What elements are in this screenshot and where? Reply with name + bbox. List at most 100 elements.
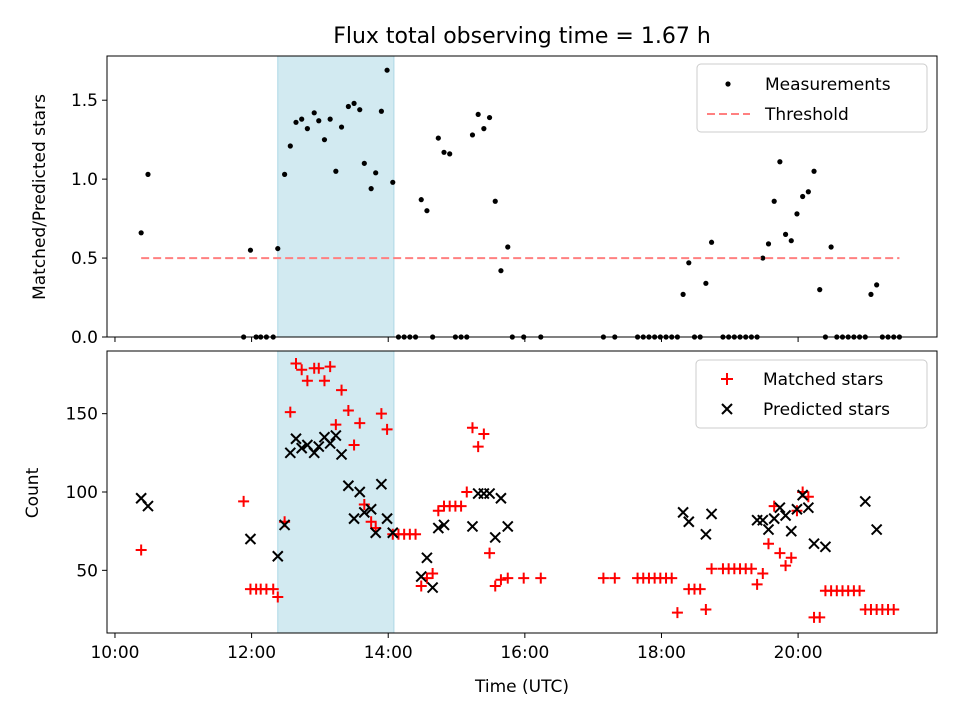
predicted-stars-point xyxy=(335,448,348,461)
predicted-stars-point xyxy=(870,523,883,536)
y-tick-label: 1.0 xyxy=(71,170,98,190)
matched-stars-point xyxy=(466,422,478,434)
legend-label-measurements: Measurements xyxy=(765,75,891,95)
measurements-point xyxy=(805,189,811,195)
measurements-point xyxy=(275,245,281,252)
matched-stars-point xyxy=(135,544,147,556)
bottom-y-axis-label: Count xyxy=(23,467,43,518)
measurements-point xyxy=(475,111,481,118)
predicted-stars-point xyxy=(757,514,769,526)
matched-stars-point xyxy=(284,406,296,418)
predicted-stars-point xyxy=(365,503,377,515)
predicted-stars-point xyxy=(779,509,792,522)
predicted-stars-point xyxy=(502,520,514,533)
measurements-point xyxy=(316,118,322,124)
measurements-point xyxy=(424,208,430,214)
measurements-point xyxy=(145,171,151,177)
matched-stars-point xyxy=(375,408,387,420)
predicted-stars-point xyxy=(466,520,479,533)
matched-stars-point xyxy=(472,441,484,453)
x-tick-label: 18:00 xyxy=(637,643,686,663)
matched-stars-point xyxy=(296,364,308,376)
measurements-point xyxy=(327,116,333,122)
predicted-stars-point xyxy=(705,508,718,520)
measurements-point xyxy=(304,126,310,132)
y-tick-label: 1.5 xyxy=(71,91,98,111)
predicted-stars-point xyxy=(295,442,308,454)
highlight-span xyxy=(277,55,395,338)
predicted-stars-point xyxy=(483,487,496,500)
measurements-point xyxy=(817,287,823,293)
measurements-point xyxy=(418,197,424,203)
matched-stars-point xyxy=(358,499,370,511)
predicted-stars-point xyxy=(859,495,871,508)
measurements-point xyxy=(345,103,351,110)
predicted-stars-point xyxy=(348,512,360,525)
measurements-point xyxy=(708,239,715,245)
matched-stars-point xyxy=(762,538,774,550)
matched-stars-point xyxy=(854,585,866,597)
measurements-point xyxy=(247,247,254,253)
measurements-point xyxy=(384,67,390,73)
matched-stars-point xyxy=(666,572,678,584)
measurements-point xyxy=(486,114,493,121)
highlight-span xyxy=(277,350,395,634)
top-x-ticks xyxy=(114,337,799,342)
bottom-plot-marks xyxy=(135,358,900,623)
top-plot-marks xyxy=(138,67,903,340)
predicted-stars-point xyxy=(762,523,775,536)
predicted-stars-point xyxy=(278,519,291,531)
predicted-stars-point xyxy=(313,440,325,453)
predicted-stars-point xyxy=(677,506,689,519)
matched-stars-point xyxy=(267,583,279,595)
measurements-point xyxy=(361,160,367,166)
matched-stars-point xyxy=(290,358,302,370)
legend-marker-matched-stars xyxy=(721,373,733,385)
top-y-ticks: 0.0 0.5 1.0 1.5 xyxy=(71,91,107,348)
predicted-stars-point xyxy=(330,429,342,442)
matched-stars-point xyxy=(706,563,718,575)
legend-label-threshold: Threshold xyxy=(764,105,849,125)
measurements-point xyxy=(782,231,789,237)
matched-stars-point xyxy=(671,607,683,619)
matched-stars-point xyxy=(432,505,444,517)
x-tick-label: 20:00 xyxy=(774,643,823,663)
measurements-point xyxy=(703,280,709,286)
matched-stars-point xyxy=(484,547,496,559)
matched-stars-point xyxy=(814,611,826,623)
predicted-stars-point xyxy=(354,486,366,498)
measurements-point xyxy=(874,282,880,288)
predicted-stars-point xyxy=(785,525,797,537)
measurements-point xyxy=(378,108,384,114)
matched-stars-point xyxy=(301,375,313,387)
predicted-stars-point xyxy=(244,533,257,545)
x-tick-label: 12:00 xyxy=(227,643,276,663)
matched-stars-point xyxy=(354,417,366,429)
predicted-stars-point xyxy=(387,527,399,539)
predicted-stars-point xyxy=(369,527,382,539)
legend-label-matched-stars: Matched stars xyxy=(763,370,883,390)
measurements-point xyxy=(811,168,817,174)
measurements-point xyxy=(771,198,777,204)
predicted-stars-point xyxy=(381,512,393,525)
measurements-point xyxy=(447,151,453,157)
measurements-point xyxy=(287,143,293,149)
measurements-point xyxy=(282,171,288,177)
matched-stars-point xyxy=(694,583,706,595)
measurements-point xyxy=(788,238,794,244)
predicted-stars-point xyxy=(802,501,815,514)
measurements-point xyxy=(373,170,379,176)
bottom-legend: Matched stars Predicted stars xyxy=(695,359,928,429)
predicted-stars-point xyxy=(415,570,427,583)
measurements-point xyxy=(686,260,692,266)
predicted-stars-point xyxy=(808,537,820,550)
measurements-point xyxy=(469,132,476,138)
top-panel: 0.0 0.5 1.0 1.5 Flux total observing time =… xyxy=(30,24,938,348)
measurements-point xyxy=(800,193,806,200)
matched-stars-point xyxy=(324,361,336,373)
measurements-point xyxy=(435,135,441,141)
matched-stars-point xyxy=(455,500,467,512)
predicted-stars-point xyxy=(142,500,154,512)
predicted-stars-point xyxy=(683,516,695,528)
